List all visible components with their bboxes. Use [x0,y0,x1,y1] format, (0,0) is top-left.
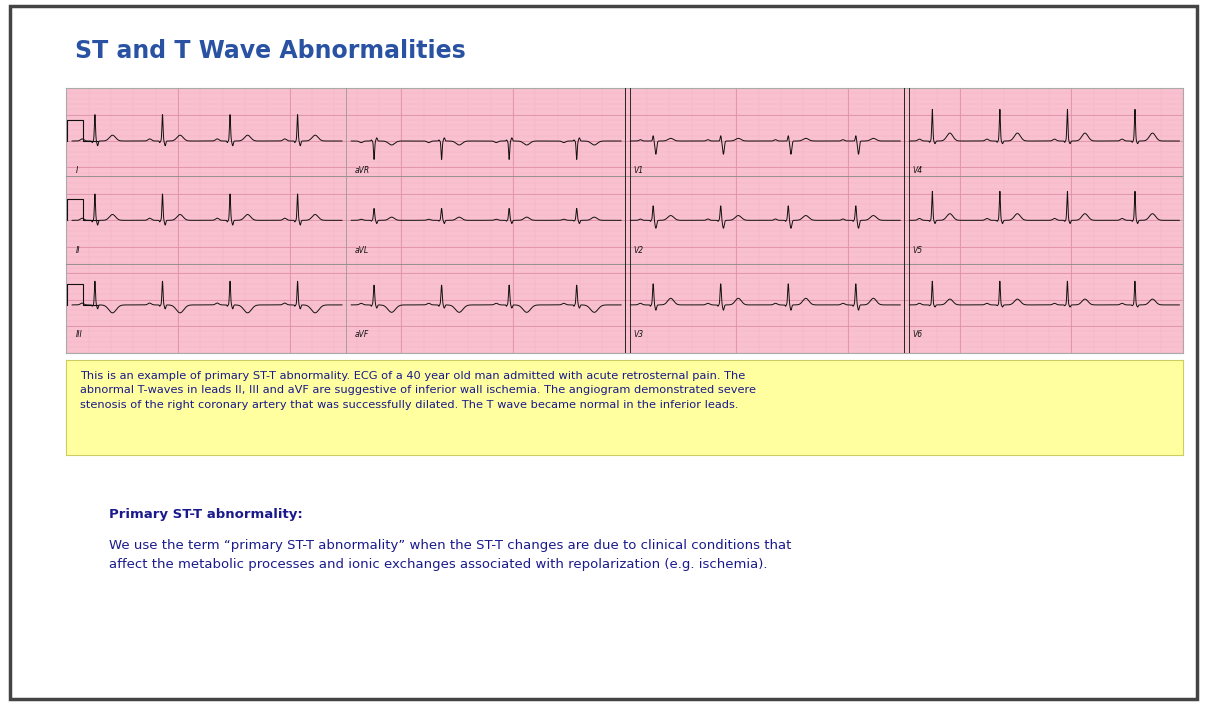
Text: We use the term “primary ST-T abnormality” when the ST-T changes are due to clin: We use the term “primary ST-T abnormalit… [109,539,791,571]
Text: ST and T Wave Abnormalities: ST and T Wave Abnormalities [75,39,466,63]
Text: aVL: aVL [355,245,368,255]
Text: V5: V5 [912,245,923,255]
Text: V2: V2 [634,245,643,255]
Text: aVF: aVF [355,330,368,339]
Text: V4: V4 [912,166,923,176]
Text: This is an example of primary ST-T abnormality. ECG of a 40 year old man admitte: This is an example of primary ST-T abnor… [80,371,756,410]
Text: V3: V3 [634,330,643,339]
Text: I: I [75,166,77,176]
Text: II: II [75,245,80,255]
Text: Primary ST-T abnormality:: Primary ST-T abnormality: [109,508,303,520]
Text: V6: V6 [912,330,923,339]
Text: aVR: aVR [355,166,369,176]
Text: III: III [75,330,82,339]
Text: V1: V1 [634,166,643,176]
